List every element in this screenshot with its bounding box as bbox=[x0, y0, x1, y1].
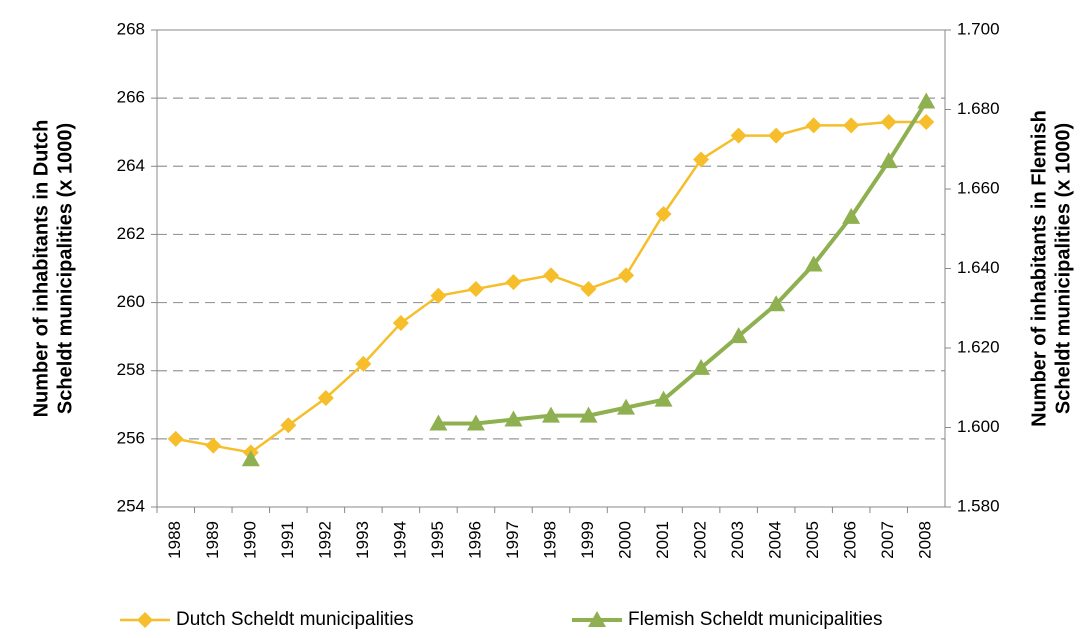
data-point bbox=[654, 390, 673, 407]
y2-tick-label: 1.600 bbox=[957, 417, 1000, 436]
x-tick-label: 2006 bbox=[841, 521, 860, 559]
data-point bbox=[429, 414, 448, 431]
legend-label: Flemish Scheldt municipalities bbox=[628, 609, 883, 630]
y-tick-label: 260 bbox=[117, 292, 145, 311]
series-line bbox=[175, 120, 927, 454]
x-tick-label: 1990 bbox=[240, 521, 259, 559]
y2-tick-label: 1.660 bbox=[957, 178, 1000, 197]
y-tick-label: 262 bbox=[117, 224, 145, 243]
x-tick-label: 2007 bbox=[878, 521, 897, 559]
data-point bbox=[355, 355, 372, 372]
y-axis-title: Number of inhabitants in Dutch bbox=[30, 120, 52, 418]
x-tick-label: 1991 bbox=[278, 521, 297, 559]
x-tick-label: 2002 bbox=[691, 521, 710, 559]
data-point bbox=[505, 274, 522, 291]
x-tick-label: 2000 bbox=[616, 521, 635, 559]
plot-frame bbox=[156, 29, 946, 508]
x-tick-label: 2003 bbox=[728, 521, 747, 559]
data-point bbox=[430, 287, 447, 304]
y-tick-label: 264 bbox=[117, 156, 145, 175]
data-point bbox=[768, 127, 785, 144]
x-tick-label: 1993 bbox=[353, 521, 372, 559]
data-point bbox=[580, 280, 597, 297]
y2-tick-label: 1.700 bbox=[957, 19, 1000, 38]
data-point bbox=[618, 267, 635, 284]
data-point bbox=[543, 267, 559, 284]
y2-tick-label: 1.640 bbox=[957, 258, 1000, 277]
legend-marker bbox=[588, 611, 606, 627]
series-line bbox=[438, 100, 928, 426]
data-point bbox=[280, 417, 297, 434]
x-tick-label: 1994 bbox=[390, 521, 409, 559]
x-tick-label: 1999 bbox=[578, 521, 597, 559]
y-axis-title: Scheldt municipalities (x 1000) bbox=[54, 123, 76, 414]
data-point bbox=[843, 117, 860, 134]
data-point bbox=[167, 430, 184, 447]
data-point bbox=[692, 358, 711, 375]
data-point bbox=[767, 295, 786, 312]
y2-axis-title: Number of inhabitants in Flemish bbox=[1028, 110, 1050, 427]
data-point bbox=[693, 151, 710, 168]
y2-tick-label: 1.620 bbox=[957, 337, 1000, 356]
x-tick-label: 1996 bbox=[465, 521, 484, 559]
x-tick-label: 1992 bbox=[315, 521, 334, 559]
data-point bbox=[205, 437, 222, 454]
x-tick-label: 2001 bbox=[653, 521, 672, 559]
data-point bbox=[617, 398, 636, 415]
x-tick-label: 1998 bbox=[540, 521, 559, 559]
y-tick-label: 258 bbox=[117, 360, 145, 379]
data-point bbox=[729, 327, 748, 344]
data-point bbox=[579, 406, 598, 423]
data-point bbox=[542, 406, 560, 423]
data-point bbox=[392, 315, 409, 332]
data-point bbox=[655, 205, 672, 222]
data-point bbox=[466, 414, 485, 431]
x-tick-label: 1988 bbox=[165, 521, 184, 559]
x-tick-label: 1995 bbox=[428, 521, 447, 559]
y-tick-label: 268 bbox=[117, 19, 145, 38]
data-point bbox=[880, 113, 897, 130]
x-tick-label: 1997 bbox=[503, 521, 522, 559]
y2-axis-title: Scheldt municipalities (x 1000) bbox=[1052, 123, 1074, 414]
y-tick-label: 266 bbox=[117, 88, 145, 107]
y2-tick-label: 1.680 bbox=[957, 99, 1000, 118]
data-point bbox=[918, 113, 935, 130]
data-point bbox=[730, 127, 747, 144]
data-point bbox=[467, 280, 484, 297]
data-point bbox=[241, 450, 260, 467]
data-point bbox=[879, 152, 898, 169]
data-point bbox=[805, 117, 822, 134]
data-point bbox=[504, 410, 523, 427]
data-point bbox=[804, 255, 823, 272]
y2-tick-label: 1.580 bbox=[957, 496, 1000, 515]
data-point bbox=[917, 92, 936, 109]
y-tick-label: 256 bbox=[117, 428, 145, 447]
x-tick-label: 2004 bbox=[766, 521, 785, 559]
x-tick-label: 2005 bbox=[803, 521, 822, 559]
legend-label: Dutch Scheldt municipalities bbox=[176, 609, 414, 630]
x-tick-label: 1989 bbox=[203, 521, 222, 559]
data-point bbox=[842, 207, 861, 224]
x-tick-label: 2008 bbox=[916, 521, 935, 559]
data-point bbox=[317, 389, 334, 406]
y-tick-label: 254 bbox=[117, 496, 145, 515]
legend-marker bbox=[137, 612, 153, 628]
